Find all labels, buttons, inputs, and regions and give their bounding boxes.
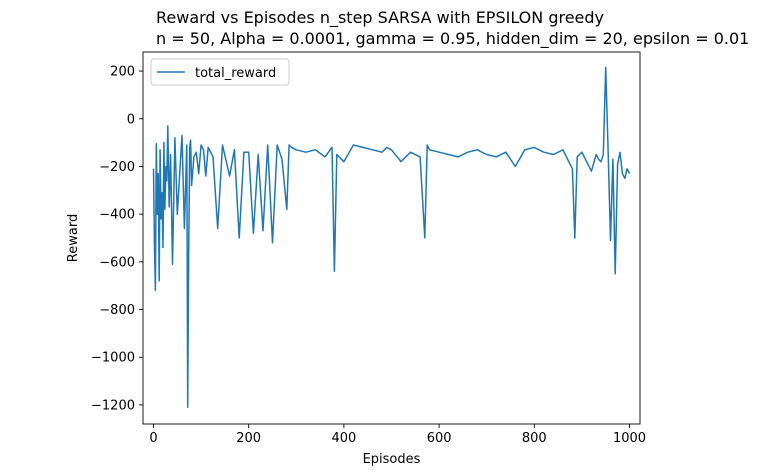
legend-label-total-reward: total_reward xyxy=(195,66,276,81)
y-tick-label: 200 xyxy=(110,65,135,80)
x-tick-label: 200 xyxy=(236,431,261,446)
plot-frame xyxy=(142,51,641,425)
x-tick-label: 1000 xyxy=(613,431,646,446)
series-line-total-reward xyxy=(152,66,631,409)
y-tick-label: −1200 xyxy=(91,398,135,413)
y-tick-label: 0 xyxy=(127,112,135,127)
y-tick-label: −600 xyxy=(99,255,135,270)
y-tick-label: −800 xyxy=(99,303,135,318)
x-tick-label: 0 xyxy=(149,431,157,446)
x-tick-label: 600 xyxy=(427,431,452,446)
y-tick-label: −1000 xyxy=(91,351,135,366)
x-tick-label: 800 xyxy=(522,431,547,446)
legend-box xyxy=(150,58,290,86)
x-tick-label: 400 xyxy=(331,431,356,446)
chart-title: Reward vs Episodes n_step SARSA with EPS… xyxy=(156,8,605,27)
chart-subtitle: n = 50, Alpha = 0.0001, gamma = 0.95, hi… xyxy=(156,29,750,48)
x-axis-label: Episodes xyxy=(363,452,421,467)
y-axis-label: Reward xyxy=(66,214,81,262)
y-tick-label: −400 xyxy=(99,208,135,223)
y-tick-label: −200 xyxy=(99,160,135,175)
